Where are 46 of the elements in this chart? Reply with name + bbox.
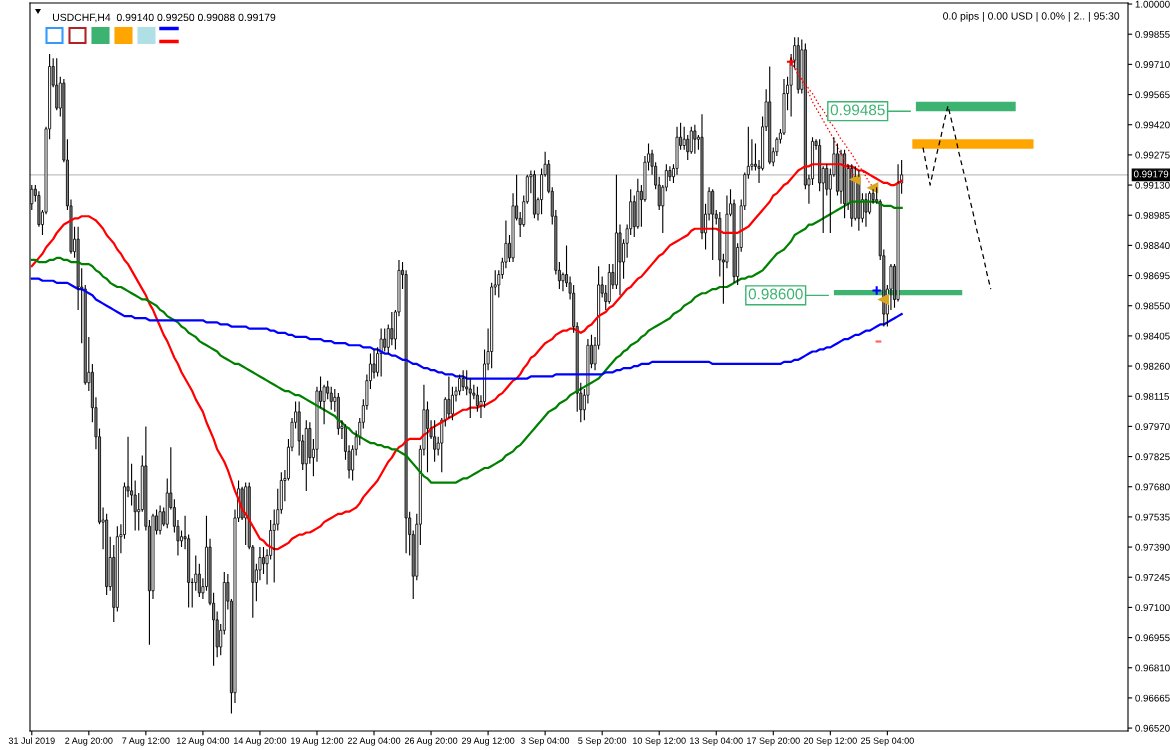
x-tick-label: 14 Aug 20:00	[234, 737, 287, 746]
x-tick-label: 13 Sep 04:00	[690, 737, 743, 746]
text: USDCHF,H4 0.99140 0.99250 0.99088 0.99179	[53, 13, 276, 23]
y-tick-label: 1.00000	[1135, 0, 1170, 8]
y-tick-label: 0.97680	[1135, 483, 1170, 491]
y-tick-label: 0.99855	[1135, 30, 1170, 38]
x-tick-label: 12 Aug 04:00	[176, 737, 230, 746]
y-tick-label: 0.96810	[1135, 664, 1170, 672]
y-tick-label: 0.98260	[1135, 362, 1170, 370]
x-tick-label: 29 Aug 12:00	[461, 737, 515, 746]
y-tick-label: 0.98840	[1135, 242, 1170, 250]
y-tick-label: 0.98115	[1135, 392, 1169, 400]
x-tick-label: 2 Aug 20:00	[65, 737, 113, 746]
x-tick-label: 19 Aug 12:00	[291, 737, 344, 746]
x-tick-label: 17 Sep 20:00	[747, 737, 800, 746]
y-tick-label: 0.97390	[1135, 543, 1170, 551]
y-tick-label: 0.99420	[1135, 121, 1170, 129]
x-tick-label: 20 Sep 12:00	[803, 737, 857, 746]
x-tick-label: 5 Sep 20:00	[578, 737, 627, 746]
y-tick-label: 0.99275	[1135, 151, 1170, 159]
y-tick-label: 0.97245	[1135, 573, 1170, 581]
y-tick-label: 0.99565	[1135, 91, 1170, 99]
y-tick-label: 0.98985	[1135, 211, 1170, 219]
annotation: 0.98600	[748, 288, 803, 300]
x-tick-label: 3 Sep 04:00	[521, 737, 570, 746]
y-tick-label: 0.96955	[1135, 634, 1170, 642]
y-tick-label: 0.98405	[1135, 332, 1170, 340]
y-tick-label: 0.98695	[1135, 272, 1170, 280]
x-tick-label: 7 Aug 12:00	[122, 737, 170, 746]
y-tick-label: 0.97970	[1135, 423, 1170, 431]
ref-line-label: 0.99179	[1133, 170, 1169, 178]
x-tick-label: 31 Jul 2019	[8, 737, 55, 744]
annotation: 0.0 pips | 0.00 USD | 0.0% | 2.. | 95:30	[943, 12, 1120, 22]
y-tick-label: 0.97100	[1135, 604, 1170, 612]
y-tick-label: 0.97535	[1135, 513, 1170, 521]
x-tick-label: 10 Sep 12:00	[633, 737, 686, 746]
annotation: 0.99485	[830, 104, 885, 116]
y-tick-label: 0.97825	[1135, 453, 1170, 461]
y-tick-label: 0.96520	[1135, 724, 1170, 732]
x-tick-label: 25 Sep 04:00	[860, 737, 914, 746]
y-tick-label: 0.99130	[1135, 181, 1170, 189]
y-tick-label: 0.96665	[1135, 694, 1170, 702]
y-tick-label: 0.99710	[1135, 61, 1170, 68]
y-tick-label: 0.98550	[1135, 302, 1170, 310]
x-tick-label: 22 Aug 04:00	[347, 737, 401, 746]
x-tick-label: 26 Aug 20:00	[404, 737, 458, 746]
